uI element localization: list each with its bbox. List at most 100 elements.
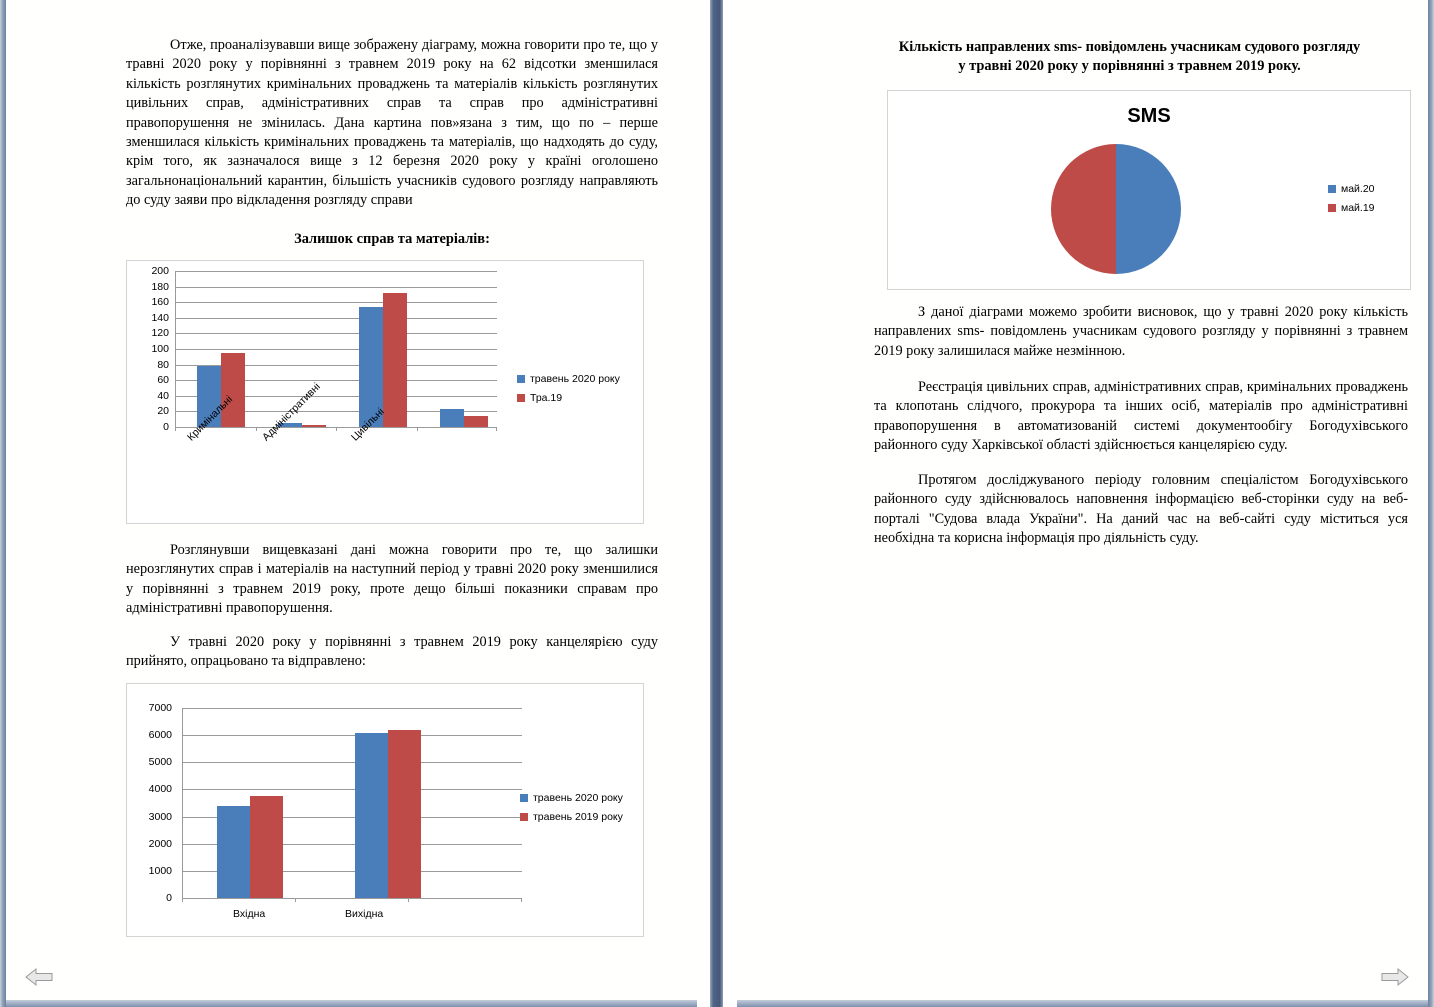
right-heading-line1: Кількість направлених sms- повідомлень у… [898,39,1361,55]
chart2-xlabel-vhidna: Вхідна [233,908,266,920]
chart2-xtick-3 [521,898,522,902]
page-right-bottom-edge [737,1000,1428,1007]
chart3-legend-swatch-blue [1328,185,1336,193]
chart1-xtick-0 [175,427,176,431]
chart2-ylabel-0: 0 [166,892,172,904]
chart1-ylabel-20: 20 [157,405,169,418]
chart3-legend-label-1: май.19 [1341,202,1375,214]
arrow-left-icon [25,967,53,987]
chart1-legend-swatch-red [517,394,525,402]
chart1-legend: травень 2020 року Тра.19 [517,373,620,411]
chart1-xtick-4 [496,427,497,431]
chart1-legend-label-0: травень 2020 року [530,373,620,385]
chart2-bar-blue-1 [355,732,388,898]
chart2-legend-swatch-blue [520,794,528,802]
chart1-gridline-160 [175,302,497,304]
chart1-ylabel-100: 100 [151,343,169,355]
chart2-gridline-7000 [182,708,522,709]
chart3-title: SMS [1127,105,1171,127]
chart1-xtick-1 [255,427,257,431]
chart1-ylabel-60: 60 [157,374,169,387]
chart2-legend-item-1: травень 2019 року [520,811,623,823]
chart2-gridline-5000 [182,762,522,764]
chart2-legend-item-0: травень 2020 року [520,792,623,804]
chart1-legend-item-0: травень 2020 року [517,373,620,385]
chart2-gridline-3000 [182,816,522,818]
chart1-bar-blue-2 [359,306,383,427]
chart1-ylabel-140: 140 [151,311,169,324]
chart1-gridline-180 [175,286,497,288]
chart-sms-pie: SMS май.20 май.19 [887,90,1411,290]
chart2-bar-blue-0 [217,806,250,898]
chart1-legend-item-1: Тра.19 [517,392,620,404]
chart1-gridline-120 [175,333,497,335]
chart2-ylabel-6000: 6000 [148,729,172,742]
chart2-xlabel-vyhidna: Вихідна [345,908,384,920]
chart3-pie-circle [1051,144,1181,274]
chart2-gridline-6000 [182,735,522,737]
chart3-legend-label-0: май.20 [1341,183,1375,195]
chart1-gridline-60 [175,380,497,382]
chart1-ylabel-200: 200 [151,265,169,277]
chart1-plot-area [175,271,497,431]
chart2-x-axis [182,898,522,899]
arrow-right-icon [1381,967,1409,987]
chart1-ylabel-0: 0 [163,421,169,433]
left-paragraph-2: Розглянувши вищевказані дані можна говор… [126,542,658,617]
next-page-button[interactable] [1380,965,1410,989]
chart1-heading: Залишок справ та матеріалів: [294,231,490,247]
chart2-xtick-0 [182,898,183,902]
chart2-ylabel-3000: 3000 [148,810,172,823]
chart2-ylabel-7000: 7000 [148,702,172,714]
chart1-y-axis [175,271,176,427]
chart3-legend-swatch-red [1328,204,1336,212]
chart1-ylabel-40: 40 [157,389,169,402]
right-heading-line2: у травні 2020 року у порівнянні з травне… [958,58,1301,74]
right-paragraph-2: Реєстрація цивільних справ, адміністрати… [874,379,1408,454]
chart2-ylabel-2000: 2000 [148,837,172,850]
chart1-ylabel-180: 180 [151,280,169,293]
right-paragraph-1: З даної діаграми можемо зробити висновок… [874,304,1408,359]
previous-page-button[interactable] [24,965,54,989]
chart1-xtick-3 [416,427,418,431]
chart1-gridline-20 [175,411,497,413]
chart1-bar-red-3 [464,416,488,427]
chart1-legend-swatch-blue [517,375,525,383]
chart2-ylabel-1000: 1000 [148,864,172,877]
chart1-bar-red-1 [302,424,326,427]
chart2-ylabel-4000: 4000 [148,783,172,796]
chart1-gridline-40 [175,395,497,397]
chart2-gridline-4000 [182,789,522,791]
page-right: Кількість направлених sms- повідомлень у… [737,0,1428,1007]
chart1-gridline-80 [175,364,497,366]
chart1-ylabel-120: 120 [151,327,169,340]
right-paragraph-3: Протягом досліджуваного періоду головним… [874,472,1408,547]
chart1-ylabel-80: 80 [157,358,169,371]
chart1-gridline-140 [175,317,497,319]
chart2-bar-red-0 [250,795,283,898]
chart2-gridline-1000 [182,870,522,872]
page-divider [697,0,737,1007]
chart2-legend-label-0: травень 2020 року [533,792,623,804]
chart1-bar-blue-3 [440,409,464,427]
chart1-legend-label-1: Тра.19 [530,392,563,404]
chart2-gridline-2000 [182,843,522,845]
chart1-ylabel-160: 160 [151,296,169,309]
chart2-bar-red-1 [388,730,421,898]
chart1-bar-blue-0 [197,366,221,427]
page-left: Отже, проаналізувавши вище зображену діа… [6,0,697,1007]
chart-incoming-outgoing: 7000 6000 5000 4000 3000 2000 1000 0 Вхі… [126,683,644,937]
page-left-bottom-edge [6,1000,697,1007]
viewer-left-edge [0,0,6,1007]
viewer-right-edge [1428,0,1434,1007]
chart1-bar-blue-1 [278,423,302,427]
chart2-legend-swatch-red [520,813,528,821]
chart1-gridline-200 [175,271,497,272]
chart1-xtick-2 [336,427,337,431]
chart2-ylabel-5000: 5000 [148,756,172,769]
left-paragraph-3: У травні 2020 року у порівнянні з травне… [126,634,658,670]
chart2-xtick-1 [295,898,296,902]
chart2-xtick-2 [408,898,409,902]
left-paragraph-1: Отже, проаналізувавши вище зображену діа… [126,37,658,209]
